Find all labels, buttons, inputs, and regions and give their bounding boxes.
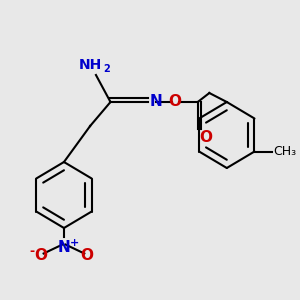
Text: +: +: [70, 238, 80, 248]
Text: -: -: [29, 245, 34, 258]
Text: N: N: [58, 240, 70, 255]
Text: O: O: [199, 130, 212, 146]
Text: N: N: [150, 94, 163, 110]
Text: O: O: [168, 94, 181, 110]
Text: CH₃: CH₃: [273, 145, 296, 158]
Text: NH: NH: [79, 58, 102, 72]
Text: O: O: [81, 248, 94, 262]
Text: O: O: [34, 248, 47, 262]
Text: 2: 2: [103, 64, 110, 74]
